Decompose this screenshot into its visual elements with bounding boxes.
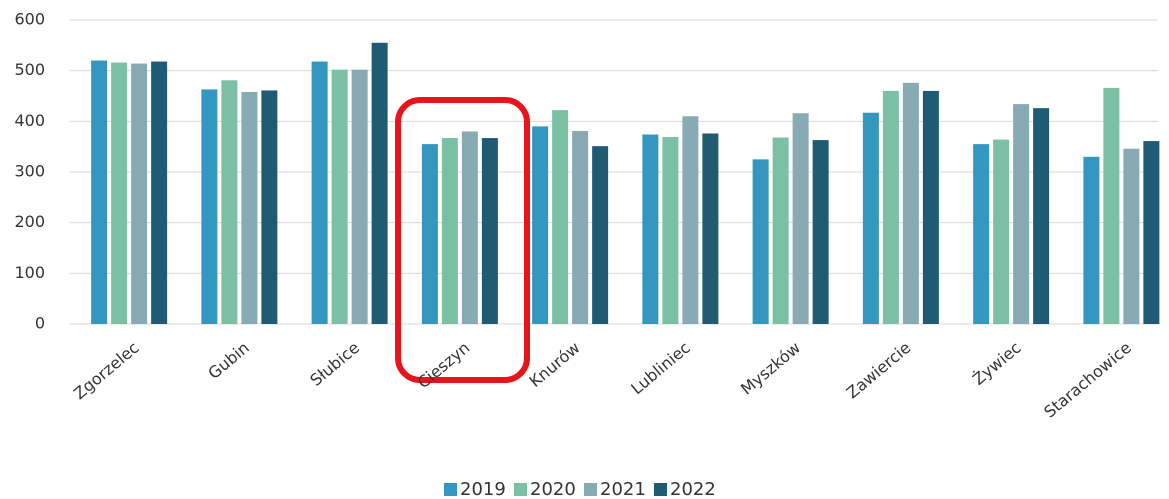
bar [882, 90, 899, 324]
x-tick-label: Zgorzelec [70, 338, 143, 403]
x-tick-label: Myszków [737, 338, 804, 399]
bar [772, 137, 789, 324]
bar [922, 90, 939, 324]
bar [1013, 104, 1030, 325]
bar [311, 61, 328, 325]
bar [221, 80, 238, 324]
bar [792, 113, 809, 324]
bar [461, 131, 478, 324]
bar [592, 146, 609, 324]
x-tick-label: Gubin [204, 338, 252, 383]
x-tick-label: Starachowice [1040, 338, 1135, 422]
highlight-box [395, 97, 530, 383]
bar [91, 60, 108, 325]
bar [1143, 141, 1160, 324]
bar [752, 159, 769, 324]
bar [572, 130, 589, 324]
legend-swatch [654, 483, 667, 496]
legend-label: 2021 [600, 479, 646, 499]
bar [993, 139, 1010, 324]
x-tick-label: Knurów [526, 338, 584, 391]
bar [702, 133, 719, 324]
legend-swatch [514, 483, 527, 496]
legend-label: 2020 [530, 479, 576, 499]
x-tick-label: Słubice [306, 338, 363, 390]
y-tick-label: 100 [14, 263, 45, 282]
bar [812, 140, 829, 324]
bar [902, 82, 919, 325]
x-tick-label: Zawiercie [843, 338, 915, 402]
bar [1103, 87, 1120, 324]
bar [201, 89, 218, 324]
y-tick-label: 400 [14, 111, 45, 130]
bar [351, 69, 368, 324]
bar [642, 134, 659, 324]
legend-swatch [584, 483, 597, 496]
bar [532, 126, 549, 325]
bar [151, 61, 168, 325]
y-tick-label: 300 [14, 162, 45, 181]
bar [1123, 148, 1140, 324]
legend-label: 2022 [670, 479, 716, 499]
y-tick-label: 0 [35, 314, 45, 333]
bar [662, 137, 679, 324]
bar [682, 116, 699, 325]
bar [261, 90, 278, 324]
legend-label: 2019 [460, 479, 506, 499]
bar [441, 138, 458, 324]
x-tick-label: Cieszyn [414, 338, 474, 392]
bar [1083, 156, 1100, 324]
bar [421, 144, 438, 324]
y-tick-label: 200 [14, 212, 45, 231]
y-tick-label: 500 [14, 60, 45, 79]
bar [1033, 108, 1050, 324]
bar [552, 110, 569, 324]
bar [111, 62, 128, 325]
bar [131, 63, 148, 324]
bar [241, 91, 258, 325]
bar [862, 112, 879, 324]
legend-swatch [444, 483, 457, 496]
bar [371, 42, 388, 325]
bar [331, 69, 348, 324]
x-tick-label: Lubliniec [627, 338, 694, 398]
x-tick-label: Żywiec [969, 338, 1025, 389]
bar [481, 138, 498, 324]
bar [973, 144, 990, 324]
y-tick-label: 600 [14, 10, 45, 29]
